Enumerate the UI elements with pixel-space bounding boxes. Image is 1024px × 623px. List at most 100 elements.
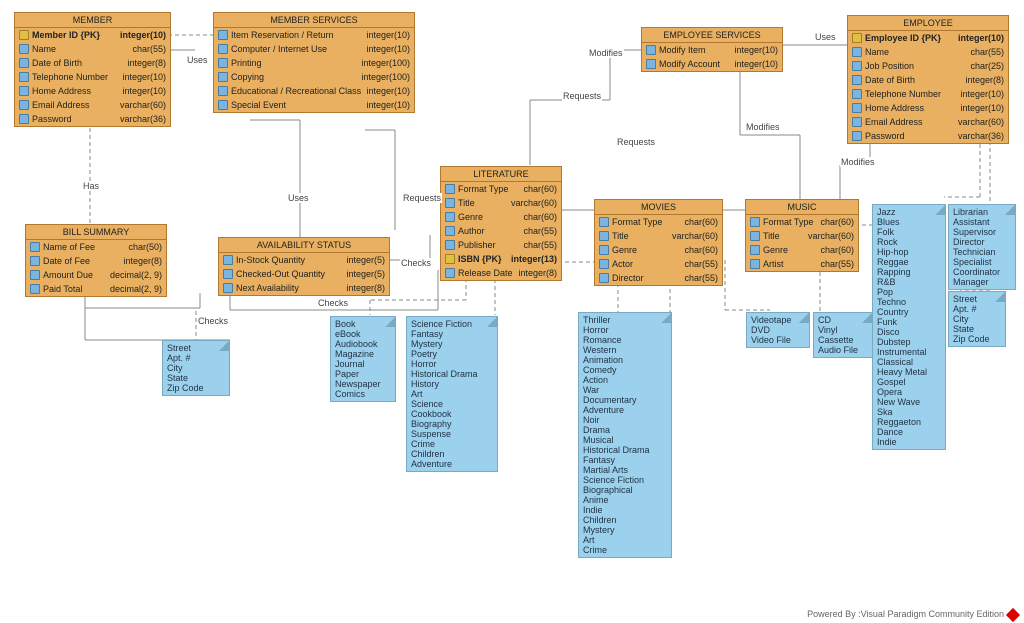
column-icon [218, 44, 228, 54]
field-name: Home Address [32, 85, 91, 97]
field-name: Name [865, 46, 889, 58]
field-name: Telephone Number [32, 71, 108, 83]
note-line: Newspaper [335, 379, 391, 389]
note-address2: StreetApt. #CityStateZip Code [948, 291, 1006, 347]
column-icon [19, 58, 29, 68]
field-name: Title [458, 197, 475, 209]
field-type: varchar(36) [120, 113, 166, 125]
entity-lit-title: LITERATURE [441, 167, 561, 182]
entity-music-title: MUSIC [746, 200, 858, 215]
note-line: Coordinator [953, 267, 1011, 277]
field-type: char(60) [820, 216, 854, 228]
column-icon [852, 131, 862, 141]
note-music-genres: JazzBluesFolkRockHip-hopReggaeRappingR&B… [872, 204, 946, 450]
column-icon [445, 198, 455, 208]
rel-checks3: Checks [197, 316, 229, 326]
field-type: integer(10) [734, 58, 778, 70]
field-row: Name char(55) [848, 45, 1008, 59]
field-name: Actor [612, 258, 633, 270]
field-type: char(55) [684, 272, 718, 284]
field-type: char(55) [132, 43, 166, 55]
field-type: integer(10) [366, 99, 410, 111]
note-line: Videotape [751, 315, 805, 325]
column-icon [19, 114, 29, 124]
field-name: Employee ID {PK} [865, 32, 941, 44]
entity-member-services: MEMBER SERVICES Item Reservation / Retur… [213, 12, 415, 113]
note-line: Supervisor [953, 227, 1011, 237]
field-name: Copying [231, 71, 264, 83]
note-line: Book [335, 319, 391, 329]
rel-requests2: Requests [562, 91, 602, 101]
field-row: Passwordvarchar(36) [848, 129, 1008, 143]
note-line: State [953, 324, 1001, 334]
note-line: Jazz [877, 207, 941, 217]
note-line: Reggae [877, 257, 941, 267]
field-row: Format Typechar(60) [746, 215, 858, 229]
note-line: Science [411, 399, 493, 409]
note-line: Dance [877, 427, 941, 437]
field-row: Name of Fee char(50) [26, 240, 166, 254]
column-icon [30, 256, 40, 266]
note-line: Adventure [411, 459, 493, 469]
field-row: ISBN {PK}integer(13) [441, 252, 561, 266]
note-book-formats: BookeBookAudiobookMagazineJournalPaperNe… [330, 316, 396, 402]
field-type: varchar(60) [808, 230, 854, 242]
note-line: R&B [877, 277, 941, 287]
footer-text: Powered By :Visual Paradigm Community Ed… [807, 609, 1004, 619]
field-row: Format Typechar(60) [595, 215, 722, 229]
note-line: Science Fiction [583, 475, 667, 485]
note-line: Apt. # [953, 304, 1001, 314]
note-line: Magazine [335, 349, 391, 359]
note-line: Techno [877, 297, 941, 307]
note-line: Rapping [877, 267, 941, 277]
field-name: Name of Fee [43, 241, 95, 253]
rel-uses2: Uses [287, 193, 310, 203]
field-row: Titlevarchar(60) [746, 229, 858, 243]
field-name: Telephone Number [865, 88, 941, 100]
note-line: Drama [583, 425, 667, 435]
field-type: char(55) [970, 46, 1004, 58]
entity-member-services-title: MEMBER SERVICES [214, 13, 414, 28]
column-icon [19, 44, 29, 54]
note-line: Noir [583, 415, 667, 425]
field-type: char(60) [820, 244, 854, 256]
column-icon [646, 59, 656, 69]
entity-bill-summary: BILL SUMMARY Name of Feechar(50)Date of … [25, 224, 167, 297]
note-roles: LibrarianAssistantSupervisorDirectorTech… [948, 204, 1016, 290]
column-icon [30, 284, 40, 294]
field-row: Item Reservation / Returninteger(10) [214, 28, 414, 42]
note-line: Indie [583, 505, 667, 515]
note-video-formats: VideotapeDVDVideo File [746, 312, 810, 348]
note-line: Children [583, 515, 667, 525]
column-icon [445, 184, 455, 194]
note-line: Comics [335, 389, 391, 399]
field-type: integer(5) [346, 268, 385, 280]
note-line: Cassette [818, 335, 868, 345]
entity-employee: EMPLOYEE Employee ID {PK}integer(10)Name… [847, 15, 1009, 144]
note-line: Manager [953, 277, 1011, 287]
note-line: Historical Drama [411, 369, 493, 379]
field-name: Printing [231, 57, 262, 69]
rel-checks2: Checks [317, 298, 349, 308]
entity-movies-title: MOVIES [595, 200, 722, 215]
note-line: Dubstep [877, 337, 941, 347]
field-row: Format Typechar(60) [441, 182, 561, 196]
field-row: Authorchar(55) [441, 224, 561, 238]
field-name: Date of Birth [865, 74, 915, 86]
field-row: Publisherchar(55) [441, 238, 561, 252]
field-name: Home Address [865, 102, 924, 114]
rel-modifies3: Modifies [840, 157, 876, 167]
column-icon [852, 103, 862, 113]
field-name: Next Availability [236, 282, 299, 294]
field-type: char(50) [128, 241, 162, 253]
field-type: decimal(2, 9) [110, 283, 162, 295]
key-icon [852, 33, 862, 43]
key-icon [445, 254, 455, 264]
column-icon [30, 242, 40, 252]
column-icon [599, 217, 609, 227]
field-type: integer(10) [120, 29, 166, 41]
field-row: Special Eventinteger(10) [214, 98, 414, 112]
note-line: Science Fiction [411, 319, 493, 329]
note-line: Audio File [818, 345, 868, 355]
field-row: Copyinginteger(100) [214, 70, 414, 84]
